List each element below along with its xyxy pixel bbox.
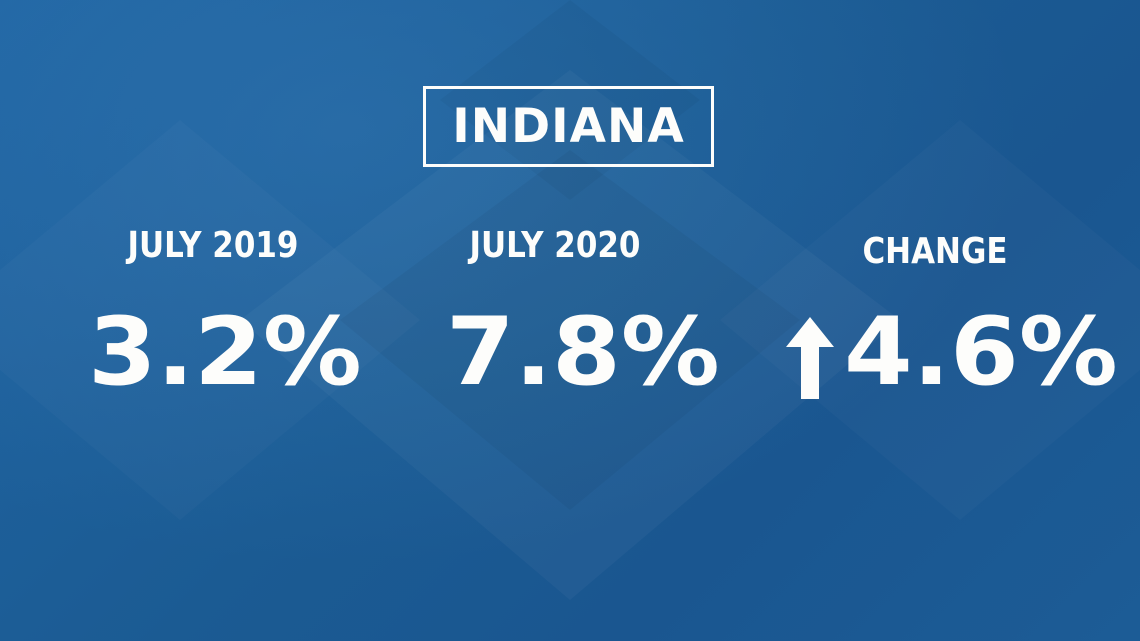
background-diamond — [340, 150, 800, 510]
title-box: INDIANA — [423, 86, 714, 167]
value-july-2020: 7.8% — [446, 298, 720, 407]
value-change: 4.6% — [844, 298, 1118, 407]
page-title: INDIANA — [452, 99, 685, 154]
up-arrow-icon — [786, 317, 834, 399]
column-label-july-2020: JULY 2020 — [469, 225, 641, 266]
change-value-group: 4.6% — [786, 306, 1118, 400]
value-july-2019: 3.2% — [88, 298, 362, 407]
column-label-change: CHANGE — [862, 231, 1008, 272]
column-label-july-2019: JULY 2019 — [127, 225, 299, 266]
